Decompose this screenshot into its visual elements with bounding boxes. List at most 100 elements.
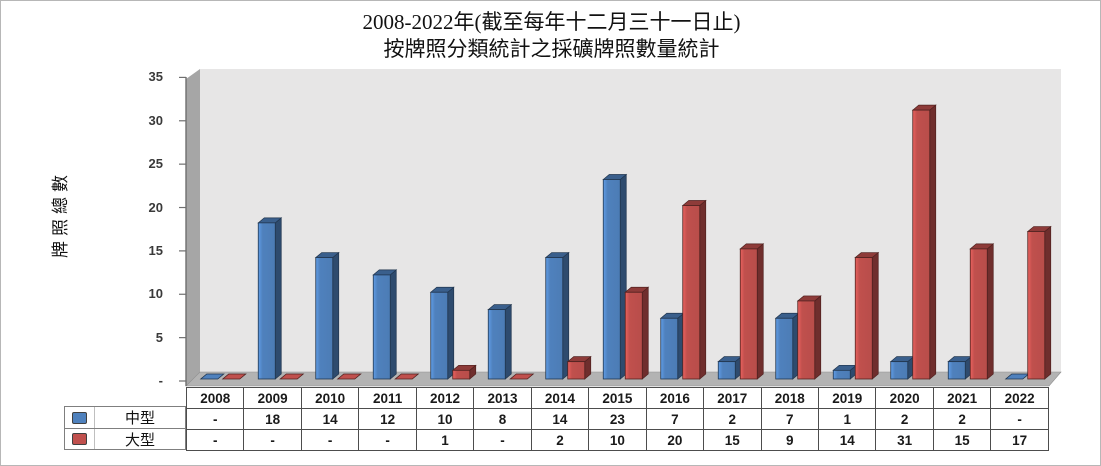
bar-大型-2021-face xyxy=(969,248,988,380)
legend: 中型 大型 xyxy=(64,406,186,450)
chart-title-line2: 按牌照分類統計之採礦牌照數量統計 xyxy=(383,37,720,61)
bar-中型-2011-side xyxy=(389,269,397,380)
table-header-row: 2008 2009 2010 2011 2012 2013 2014 2015 2016 2017… xyxy=(185,387,1049,409)
bar-大型-2020-face xyxy=(912,109,931,380)
bar-中型-2014-face xyxy=(545,257,564,380)
bar-中型-2014-side xyxy=(562,251,570,380)
bar-大型-2021-side xyxy=(986,243,994,380)
value-cell: - xyxy=(243,429,302,451)
value-cell: 15 xyxy=(932,429,992,451)
y-tick-label: 5 xyxy=(155,329,163,345)
year-header-cell: 2022 xyxy=(990,387,1049,409)
bar-中型-2009-face xyxy=(257,222,276,380)
bar-中型-2016-face xyxy=(660,317,679,380)
bar-大型-2014-face xyxy=(567,361,586,380)
value-cell: 10 xyxy=(415,408,475,430)
bar-大型-2016-side xyxy=(699,199,707,380)
legend-row-大型: 大型 xyxy=(65,428,185,449)
y-tick-label: 10 xyxy=(148,286,163,302)
y-tick-label: 30 xyxy=(148,112,163,128)
bar-中型-2015-face xyxy=(602,179,621,380)
legend-label: 大型 xyxy=(124,432,155,449)
value-cell: 14 xyxy=(817,429,877,451)
y-tick-label: - xyxy=(158,373,163,388)
bar-大型-2022-side xyxy=(1044,225,1052,380)
value-cell: - xyxy=(990,408,1049,430)
bar-中型-2017-face xyxy=(717,361,736,380)
legend-swatch-icon xyxy=(72,411,87,424)
y-tick-label: 15 xyxy=(148,242,163,258)
value-cell: 15 xyxy=(703,429,762,451)
chart-title: 2008-2022年(截至每年十二月三十一日止) 按牌照分類統計之採礦牌照數量統… xyxy=(1,9,1100,63)
year-header-cell: 2017 xyxy=(703,387,762,409)
value-cell: 2 xyxy=(530,429,590,451)
value-cell: - xyxy=(473,429,532,451)
legend-label: 中型 xyxy=(124,411,155,427)
value-cell: - xyxy=(358,429,417,451)
bar-中型-2008-flat xyxy=(199,373,225,380)
value-cell: 9 xyxy=(760,429,819,451)
bar-大型-2008-flat xyxy=(221,373,247,380)
year-header-cell: 2014 xyxy=(530,387,590,409)
value-cell: 8 xyxy=(473,408,532,430)
value-cell: 10 xyxy=(588,429,647,451)
value-cell: - xyxy=(185,429,245,451)
year-header-cell: 2020 xyxy=(875,387,934,409)
table-row-中型: -18 14 12 10 8 14 23 7 2 7 1 2 2- xyxy=(185,408,1049,430)
bar-中型-2019-face xyxy=(832,369,851,380)
value-cell: 7 xyxy=(760,408,819,430)
bar-中型-2012-face xyxy=(430,291,449,380)
value-cell: 1 xyxy=(817,408,877,430)
plot-left-wall xyxy=(186,69,200,386)
legend-swatch-icon xyxy=(72,433,87,445)
value-cell: 31 xyxy=(875,429,934,451)
value-cell: 14 xyxy=(530,408,590,430)
year-header-cell: 2013 xyxy=(473,387,532,409)
legend-key-cell xyxy=(65,429,95,449)
value-cell: 12 xyxy=(358,408,417,430)
year-header-cell: 2011 xyxy=(358,387,417,409)
year-header-cell: 2015 xyxy=(588,387,647,409)
bar-大型-2013-flat xyxy=(509,373,535,380)
bar-中型-2010-face xyxy=(315,257,334,380)
year-header-cell: 2008 xyxy=(185,387,245,409)
data-table: 2008 2009 2010 2011 2012 2013 2014 2015 2016 2017… xyxy=(185,387,1049,451)
bar-大型-2009-flat xyxy=(279,373,305,380)
bar-中型-2018-face xyxy=(775,317,794,380)
bar-大型-2020-side xyxy=(929,104,937,380)
bar-大型-2022-face xyxy=(1027,231,1046,380)
y-tick-label: 25 xyxy=(148,156,163,172)
bar-大型-2018-face xyxy=(797,300,816,380)
value-cell: 23 xyxy=(588,408,647,430)
value-cell: 14 xyxy=(300,408,360,430)
value-cell: 2 xyxy=(703,408,762,430)
year-header-cell: 2018 xyxy=(760,387,819,409)
bar-中型-2013-face xyxy=(487,309,506,380)
value-cell: 7 xyxy=(645,408,705,430)
chart-title-line1: 2008-2022年(截至每年十二月三十一日止) xyxy=(362,10,741,34)
legend-key-cell xyxy=(65,407,95,428)
y-tick-label: 20 xyxy=(148,199,163,215)
legend-row-中型: 中型 xyxy=(65,407,185,428)
year-header-cell: 2009 xyxy=(243,387,302,409)
bar-大型-2019-side xyxy=(871,251,879,380)
value-cell: 20 xyxy=(645,429,705,451)
bar-大型-2011-flat xyxy=(394,373,420,380)
bar-大型-2012-face xyxy=(452,369,471,380)
bar-大型-2015-side xyxy=(641,286,649,380)
year-header-cell: 2019 xyxy=(817,387,877,409)
y-tick-label: 35 xyxy=(148,69,163,85)
bar-中型-2010-side xyxy=(332,251,340,380)
year-header-cell: 2016 xyxy=(645,387,705,409)
bar-大型-2015-face xyxy=(624,291,643,380)
value-cell: 17 xyxy=(990,429,1049,451)
bar-大型-2018-side xyxy=(814,295,822,380)
bar-中型-2012-side xyxy=(447,286,455,380)
year-header-cell: 2012 xyxy=(415,387,475,409)
bar-大型-2017-side xyxy=(756,243,764,380)
bar-中型-2011-face xyxy=(372,274,391,380)
bar-中型-2009-side xyxy=(274,217,282,380)
table-row-大型: - - - -1-2 10 20 15 9 14 31 15 17 xyxy=(185,429,1049,451)
bar-中型-2013-side xyxy=(504,303,512,380)
bar-大型-2010-flat xyxy=(336,373,362,380)
